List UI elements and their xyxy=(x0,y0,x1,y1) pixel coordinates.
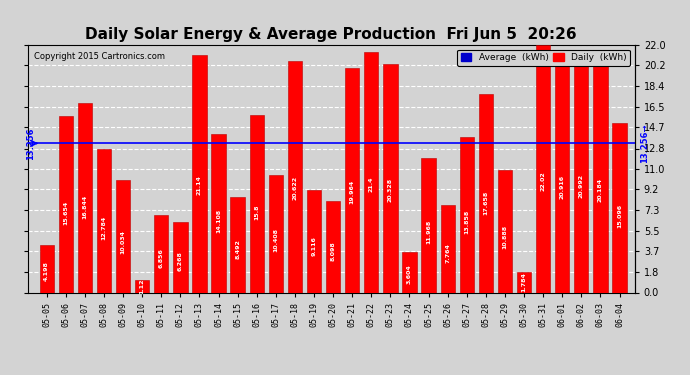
Bar xyxy=(383,64,397,292)
Bar xyxy=(135,280,149,292)
Bar xyxy=(288,60,302,292)
Text: 20.916: 20.916 xyxy=(560,174,564,199)
Text: 13.858: 13.858 xyxy=(464,210,469,234)
Bar xyxy=(116,180,130,292)
Bar xyxy=(211,134,226,292)
Bar xyxy=(536,45,551,292)
Text: 22.02: 22.02 xyxy=(541,171,546,191)
Bar xyxy=(307,190,321,292)
Bar xyxy=(154,215,168,292)
Bar xyxy=(497,170,512,292)
Bar xyxy=(593,65,608,292)
Bar xyxy=(517,272,531,292)
Bar xyxy=(268,176,283,292)
Title: Daily Solar Energy & Average Production  Fri Jun 5  20:26: Daily Solar Energy & Average Production … xyxy=(86,27,577,42)
Bar xyxy=(612,123,627,292)
Text: 20.992: 20.992 xyxy=(579,174,584,198)
Text: 10.888: 10.888 xyxy=(502,225,507,249)
Text: 14.108: 14.108 xyxy=(216,209,221,233)
Bar xyxy=(97,148,111,292)
Text: 13.256: 13.256 xyxy=(26,127,35,160)
Bar xyxy=(173,222,188,292)
Text: 4.198: 4.198 xyxy=(44,261,49,281)
Text: 13.256→: 13.256→ xyxy=(640,124,649,163)
Text: 8.098: 8.098 xyxy=(331,242,335,261)
Text: 1.784: 1.784 xyxy=(522,273,526,292)
Bar xyxy=(555,57,569,292)
Bar xyxy=(78,103,92,292)
Text: 12.784: 12.784 xyxy=(101,216,106,240)
Text: 15.096: 15.096 xyxy=(617,204,622,228)
Bar xyxy=(230,197,245,292)
Text: 10.034: 10.034 xyxy=(121,230,126,254)
Text: 17.658: 17.658 xyxy=(484,191,489,215)
Text: 20.622: 20.622 xyxy=(293,176,297,200)
Text: 15.654: 15.654 xyxy=(63,201,68,225)
Legend: Average  (kWh), Daily  (kWh): Average (kWh), Daily (kWh) xyxy=(457,50,630,66)
Bar xyxy=(364,52,378,292)
Text: 19.964: 19.964 xyxy=(350,179,355,204)
Text: 20.184: 20.184 xyxy=(598,178,603,203)
Bar xyxy=(479,94,493,292)
Text: 10.408: 10.408 xyxy=(273,228,278,252)
Bar xyxy=(574,56,589,292)
Text: 6.856: 6.856 xyxy=(159,248,164,268)
Text: 3.604: 3.604 xyxy=(407,264,412,284)
Text: 20.328: 20.328 xyxy=(388,177,393,202)
Text: 9.116: 9.116 xyxy=(311,236,317,256)
Text: 21.4: 21.4 xyxy=(368,176,374,192)
Text: 1.12: 1.12 xyxy=(139,279,145,294)
Bar xyxy=(39,245,54,292)
Bar xyxy=(59,116,73,292)
Bar xyxy=(460,136,474,292)
Text: 7.764: 7.764 xyxy=(445,243,450,263)
Bar xyxy=(440,205,455,292)
Text: Copyright 2015 Cartronics.com: Copyright 2015 Cartronics.com xyxy=(34,53,165,62)
Bar xyxy=(326,201,340,292)
Text: 21.14: 21.14 xyxy=(197,176,202,195)
Text: 6.268: 6.268 xyxy=(178,251,183,271)
Bar xyxy=(193,55,206,292)
Bar xyxy=(250,115,264,292)
Bar xyxy=(402,252,417,292)
Text: 15.8: 15.8 xyxy=(254,205,259,220)
Bar xyxy=(422,158,436,292)
Bar xyxy=(345,68,359,292)
Text: 11.968: 11.968 xyxy=(426,220,431,244)
Text: 16.844: 16.844 xyxy=(82,195,88,219)
Text: 8.492: 8.492 xyxy=(235,240,240,260)
